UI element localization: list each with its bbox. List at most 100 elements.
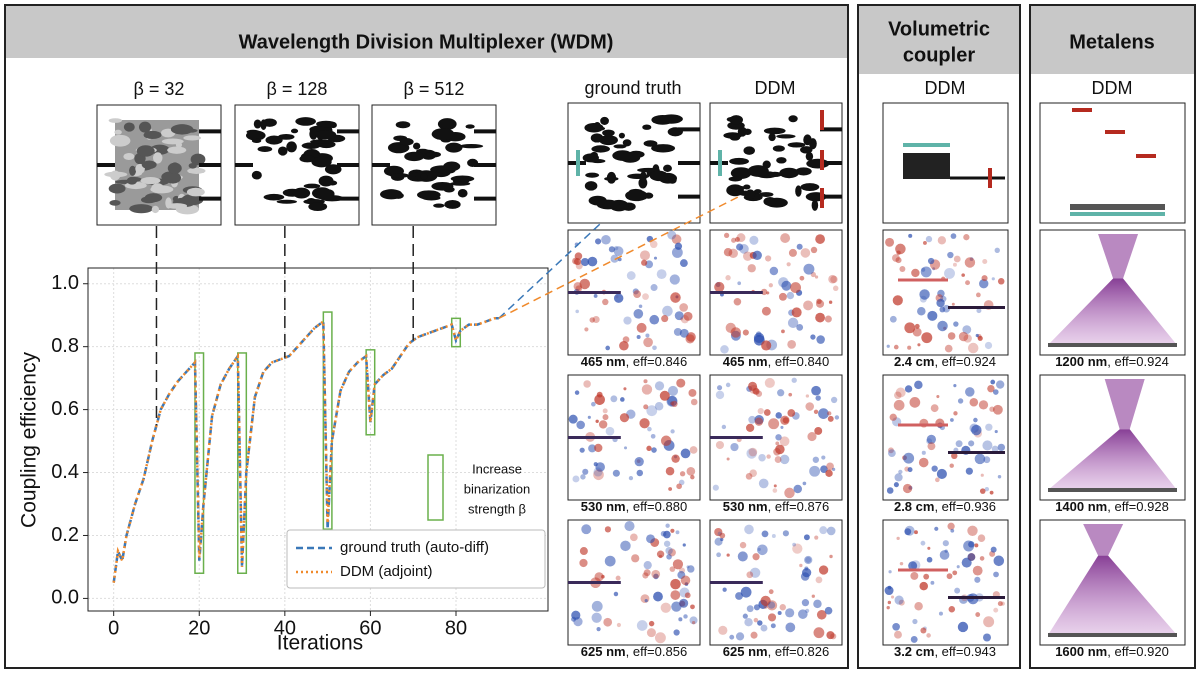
design-texture bbox=[600, 116, 609, 125]
field-texture bbox=[914, 601, 923, 611]
field-texture bbox=[798, 609, 808, 619]
design-texture bbox=[308, 202, 328, 211]
field-texture bbox=[748, 415, 757, 424]
field-texture bbox=[714, 281, 725, 293]
field-texture bbox=[779, 454, 790, 465]
field-texture bbox=[979, 556, 985, 561]
field-texture bbox=[984, 486, 990, 492]
field-texture bbox=[894, 473, 903, 482]
field-texture bbox=[787, 340, 797, 349]
field-texture bbox=[805, 556, 812, 563]
field-texture bbox=[884, 586, 894, 596]
design-texture bbox=[143, 130, 162, 140]
field-texture bbox=[994, 247, 1000, 253]
design-texture bbox=[728, 185, 746, 191]
design-texture bbox=[465, 124, 475, 129]
field-texture bbox=[617, 257, 622, 262]
design-texture bbox=[190, 153, 206, 166]
field-texture bbox=[628, 476, 634, 481]
field-texture bbox=[624, 521, 635, 532]
field-texture bbox=[990, 379, 996, 385]
field-texture bbox=[832, 285, 839, 292]
field-texture bbox=[726, 457, 730, 461]
field-texture bbox=[667, 385, 679, 396]
field-texture bbox=[676, 483, 682, 490]
design-texture bbox=[417, 190, 441, 200]
design-texture bbox=[663, 164, 672, 172]
field-texture bbox=[991, 445, 999, 453]
field-texture bbox=[937, 289, 945, 298]
field-texture bbox=[775, 434, 782, 441]
field-texture bbox=[595, 238, 602, 245]
field-texture bbox=[750, 631, 758, 639]
panel-title: Wavelength Division Multiplexer (WDM) bbox=[239, 31, 614, 53]
field-texture bbox=[749, 235, 759, 245]
field-texture bbox=[638, 304, 643, 309]
field-texture bbox=[947, 332, 956, 340]
design-texture bbox=[123, 153, 135, 160]
field-texture bbox=[944, 549, 948, 553]
field-texture bbox=[770, 623, 776, 629]
field-texture bbox=[654, 381, 665, 391]
caption-bold: 3.2 cm bbox=[894, 644, 934, 659]
design-texture bbox=[389, 173, 410, 178]
field-texture bbox=[918, 457, 929, 468]
field-texture bbox=[780, 415, 790, 426]
field-texture bbox=[892, 254, 900, 262]
field-texture bbox=[962, 325, 972, 335]
field-texture bbox=[969, 397, 979, 407]
field-texture bbox=[753, 617, 759, 623]
highlight-box bbox=[194, 352, 205, 574]
design-texture bbox=[129, 204, 154, 214]
design-texture bbox=[776, 157, 787, 164]
field-texture bbox=[977, 335, 983, 341]
field-texture bbox=[816, 298, 822, 304]
field-texture bbox=[832, 467, 836, 472]
design-texture bbox=[747, 165, 769, 177]
field-texture bbox=[923, 573, 930, 580]
field-texture bbox=[723, 247, 733, 257]
field-texture bbox=[912, 327, 922, 337]
field-texture bbox=[984, 341, 993, 350]
field-texture bbox=[639, 418, 650, 429]
field-texture bbox=[784, 487, 795, 499]
field-texture bbox=[574, 390, 580, 395]
field-texture bbox=[775, 412, 782, 419]
field-texture bbox=[604, 526, 612, 533]
design-texture bbox=[310, 139, 333, 144]
field-texture bbox=[805, 608, 810, 613]
design-texture bbox=[431, 181, 454, 191]
design-texture bbox=[114, 129, 122, 135]
field-texture bbox=[800, 572, 810, 581]
field-texture bbox=[974, 453, 986, 465]
field-texture bbox=[974, 576, 981, 583]
field-texture bbox=[812, 456, 820, 463]
field-texture bbox=[917, 343, 921, 347]
field-texture bbox=[591, 612, 602, 623]
field-texture bbox=[752, 387, 760, 395]
design-texture bbox=[445, 142, 463, 153]
y-tick-label: 0.4 bbox=[51, 461, 79, 483]
field-texture bbox=[995, 380, 1005, 389]
field-texture bbox=[968, 440, 975, 447]
design-texture bbox=[420, 173, 428, 180]
field-texture bbox=[950, 528, 955, 533]
field-texture bbox=[811, 385, 821, 396]
field-texture bbox=[722, 587, 727, 592]
y-tick-label: 0.8 bbox=[51, 335, 79, 357]
field-texture bbox=[689, 616, 698, 625]
field-texture bbox=[951, 302, 955, 306]
field-texture bbox=[834, 415, 840, 420]
field-texture bbox=[752, 553, 760, 561]
field-texture bbox=[683, 614, 688, 619]
field-texture bbox=[634, 457, 644, 467]
design-texture bbox=[251, 138, 262, 143]
field-texture bbox=[947, 522, 955, 530]
field-texture bbox=[997, 443, 1006, 452]
design-texture bbox=[286, 141, 297, 153]
field-texture bbox=[746, 571, 754, 579]
design-texture bbox=[768, 133, 776, 142]
field-texture bbox=[608, 246, 616, 253]
field-texture bbox=[975, 612, 981, 617]
